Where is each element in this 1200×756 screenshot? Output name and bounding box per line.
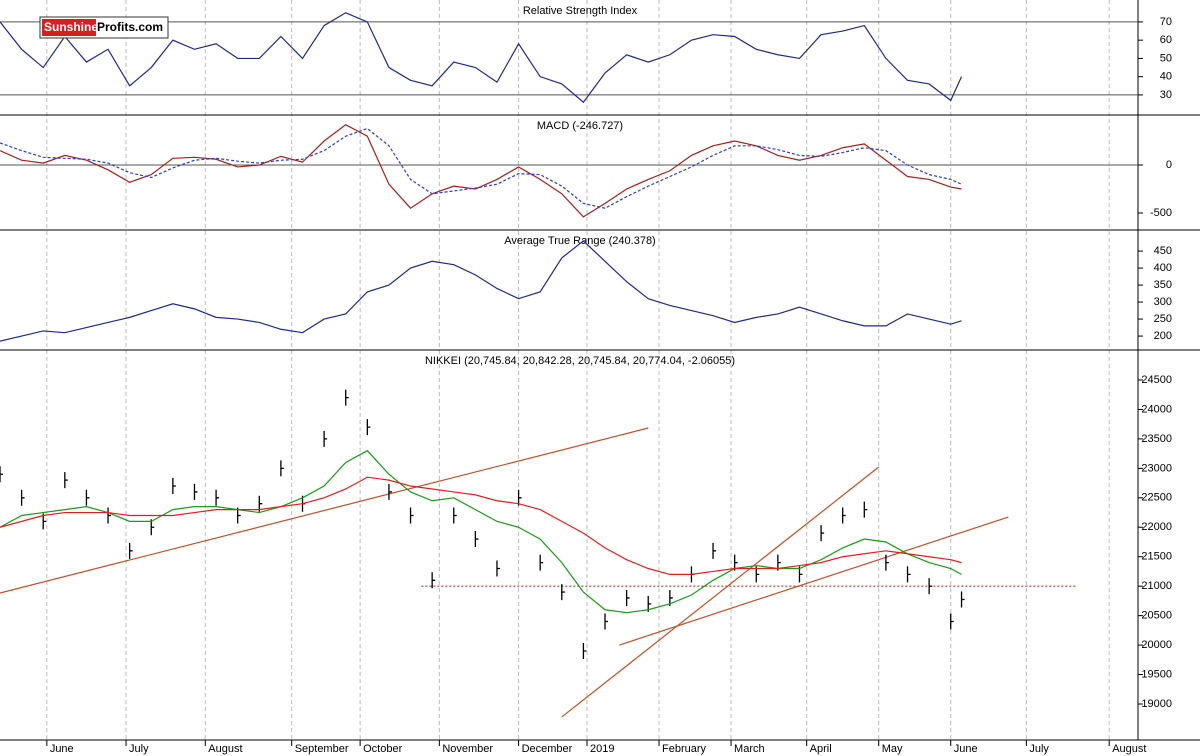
- price-bar: [431, 572, 436, 589]
- price-bar: [604, 613, 609, 630]
- y-tick-label: 22000: [1141, 521, 1172, 533]
- x-tick-label: July: [129, 743, 149, 755]
- x-tick-label: April: [810, 743, 832, 755]
- y-tick-label: 300: [1154, 296, 1172, 308]
- y-tick-label: 21500: [1141, 551, 1172, 563]
- series-line: [0, 127, 962, 209]
- x-tick-label: September: [295, 743, 349, 755]
- x-tick-label: May: [882, 743, 903, 755]
- price-bar: [863, 501, 868, 518]
- logo-text: Sunshine: [44, 20, 98, 34]
- y-tick-label: 23000: [1141, 462, 1172, 474]
- price-bar: [453, 507, 457, 524]
- price-bar: [193, 483, 198, 500]
- price-bar: [172, 478, 176, 495]
- y-tick-label: 250: [1154, 313, 1172, 325]
- y-tick-label: 350: [1154, 279, 1172, 291]
- x-tick-label: June: [954, 743, 978, 755]
- y-tick-label: -500: [1150, 207, 1172, 219]
- y-tick-label: 24500: [1141, 374, 1172, 386]
- trend-line: [0, 427, 649, 594]
- price-bar: [928, 578, 933, 595]
- x-tick-label: December: [522, 743, 573, 755]
- x-tick-label: August: [208, 743, 242, 755]
- price-bar: [712, 542, 717, 559]
- logo-red: [42, 19, 96, 36]
- price-bar: [64, 472, 68, 489]
- price-bar: [128, 542, 133, 559]
- y-tick-label: 40: [1160, 71, 1172, 83]
- price-bar: [20, 489, 25, 506]
- x-tick-label: July: [1029, 743, 1049, 755]
- price-bar: [885, 554, 889, 571]
- price-bar: [388, 483, 392, 500]
- y-tick-label: 50: [1160, 52, 1172, 64]
- y-tick-label: 19500: [1141, 668, 1172, 680]
- price-bar: [496, 560, 500, 577]
- price-bar: [366, 419, 371, 436]
- price-bar: [85, 489, 90, 506]
- y-tick-label: 23500: [1141, 433, 1172, 445]
- series-line: [0, 123, 962, 218]
- x-tick-label: February: [662, 743, 707, 755]
- y-tick-label: 60: [1160, 34, 1172, 46]
- trend-line: [561, 466, 880, 718]
- y-tick-label: 20500: [1141, 610, 1172, 622]
- trend-line: [619, 516, 1009, 646]
- price-bar: [539, 554, 544, 571]
- y-tick-label: 21000: [1141, 580, 1172, 592]
- series-line: [0, 240, 962, 342]
- y-tick-label: 22500: [1141, 492, 1172, 504]
- price-bar: [960, 591, 965, 608]
- y-tick-label: 400: [1154, 262, 1172, 274]
- y-tick-label: 19000: [1141, 698, 1172, 710]
- price-bar: [280, 460, 284, 477]
- price-bar: [323, 430, 328, 447]
- price-bar: [820, 525, 825, 542]
- y-tick-label: 24000: [1141, 403, 1172, 415]
- panel-title: NIKKEI (20,745.84, 20,842.28, 20,745.84,…: [425, 355, 735, 367]
- price-bar: [215, 489, 220, 506]
- price-bar: [345, 389, 349, 406]
- series-line: [0, 12, 963, 104]
- panel-title: MACD (-246.727): [537, 120, 623, 132]
- panel-title: Average True Range (240.378): [504, 235, 655, 247]
- x-tick-label: June: [50, 743, 74, 755]
- price-bar: [906, 566, 911, 583]
- series-line: [0, 476, 962, 575]
- price-bar: [409, 507, 414, 524]
- price-bar: [107, 507, 112, 524]
- y-tick-label: 0: [1166, 159, 1172, 171]
- price-bar: [0, 466, 3, 483]
- x-tick-label: March: [734, 743, 765, 755]
- logo: Sunshine Profits.com: [39, 16, 169, 39]
- x-tick-label: November: [442, 743, 493, 755]
- y-tick-label: 30: [1160, 89, 1172, 101]
- price-bar: [474, 531, 479, 548]
- price-bar: [950, 613, 954, 630]
- price-bar: [842, 507, 846, 524]
- logo-text: Profits.com: [97, 20, 163, 34]
- x-tick-label: 2019: [590, 743, 614, 755]
- price-bar: [625, 589, 630, 606]
- x-tick-label: October: [363, 743, 402, 755]
- y-tick-label: 200: [1154, 330, 1172, 342]
- price-bar: [582, 642, 587, 659]
- price-bar: [561, 584, 565, 601]
- x-tick-label: August: [1112, 743, 1146, 755]
- y-tick-label: 70: [1160, 16, 1172, 28]
- panel-title: Relative Strength Index: [523, 5, 638, 17]
- y-tick-label: 20000: [1141, 639, 1172, 651]
- y-tick-label: 450: [1154, 245, 1172, 257]
